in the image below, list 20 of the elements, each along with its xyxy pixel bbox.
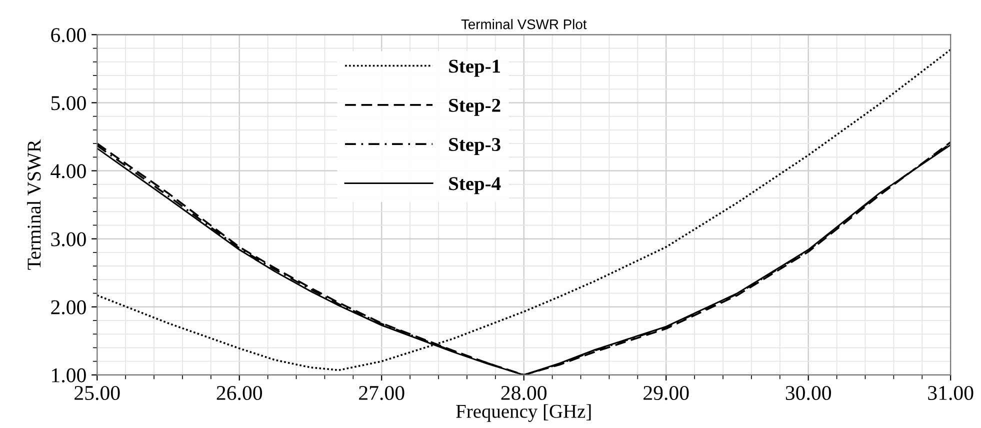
chart-title: Terminal VSWR Plot	[461, 19, 587, 30]
y-tick-label: 5.00	[51, 96, 86, 110]
x-tick-label: 28.00	[501, 386, 546, 400]
y-tick-label: 2.00	[51, 300, 86, 314]
y-axis-title: Terminal VSWR	[27, 140, 41, 270]
legend-label: Step-4	[449, 177, 501, 194]
y-tick-label: 1.00	[52, 368, 86, 382]
x-tick-label: 27.00	[359, 386, 404, 400]
y-tick-label: 6.00	[51, 28, 86, 42]
legend-label: Step-2	[449, 98, 500, 116]
x-tick-label: 29.00	[644, 386, 689, 400]
x-tick-label: 26.00	[216, 386, 262, 400]
x-tick-label: 25.00	[74, 386, 120, 400]
legend-label: Step-1	[449, 60, 500, 77]
x-axis-title: Frequency [GHz]	[456, 404, 591, 422]
legend-label: Step-3	[449, 138, 500, 156]
y-tick-label: 3.00	[51, 232, 86, 246]
x-tick-label: 31.00	[928, 386, 974, 400]
y-tick-label: 4.00	[50, 164, 86, 178]
x-tick-label: 30.00	[786, 386, 831, 400]
